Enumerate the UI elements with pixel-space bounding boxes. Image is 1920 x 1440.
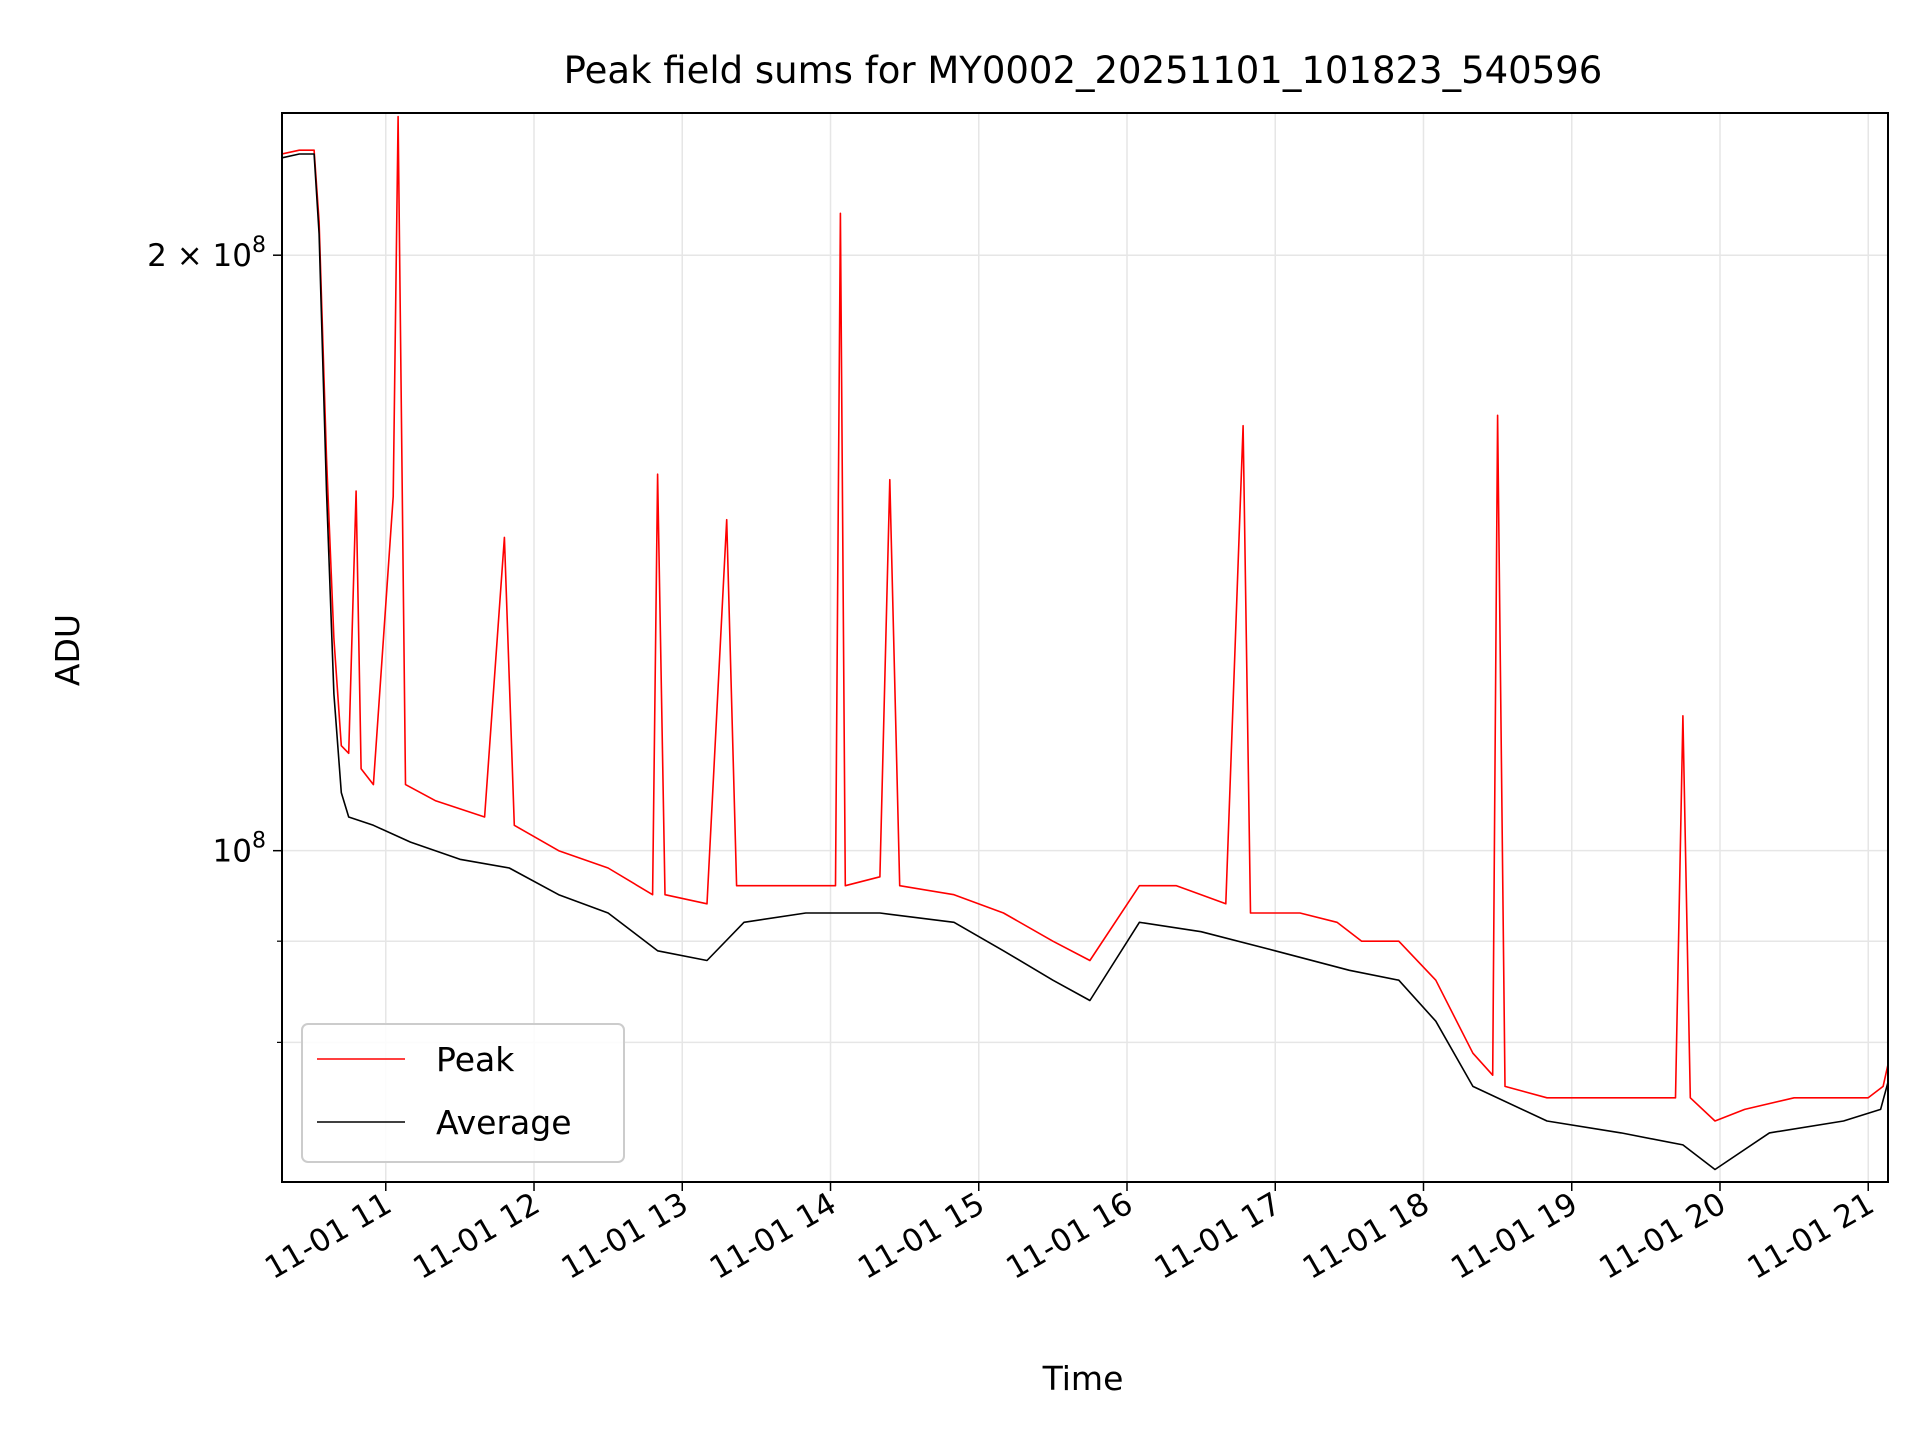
grid-lines [282,113,1888,1182]
series-line-average [282,153,1888,1171]
legend-label-peak: Peak [436,1040,515,1079]
series-line-peak [282,115,1888,1122]
legend-label-average: Average [436,1103,572,1142]
y-tick-label: 2 × 108 [147,233,266,274]
axes-frame [281,112,1889,1183]
plot-area [282,115,1888,1171]
chart-title: Peak field sums for MY0002_20251101_1018… [564,49,1603,92]
x-axis-label: Time [1042,1359,1124,1398]
y-tick-label: 108 [213,829,266,870]
legend: Peak Average [301,1023,625,1163]
y-axis-label: ADU [48,614,87,686]
